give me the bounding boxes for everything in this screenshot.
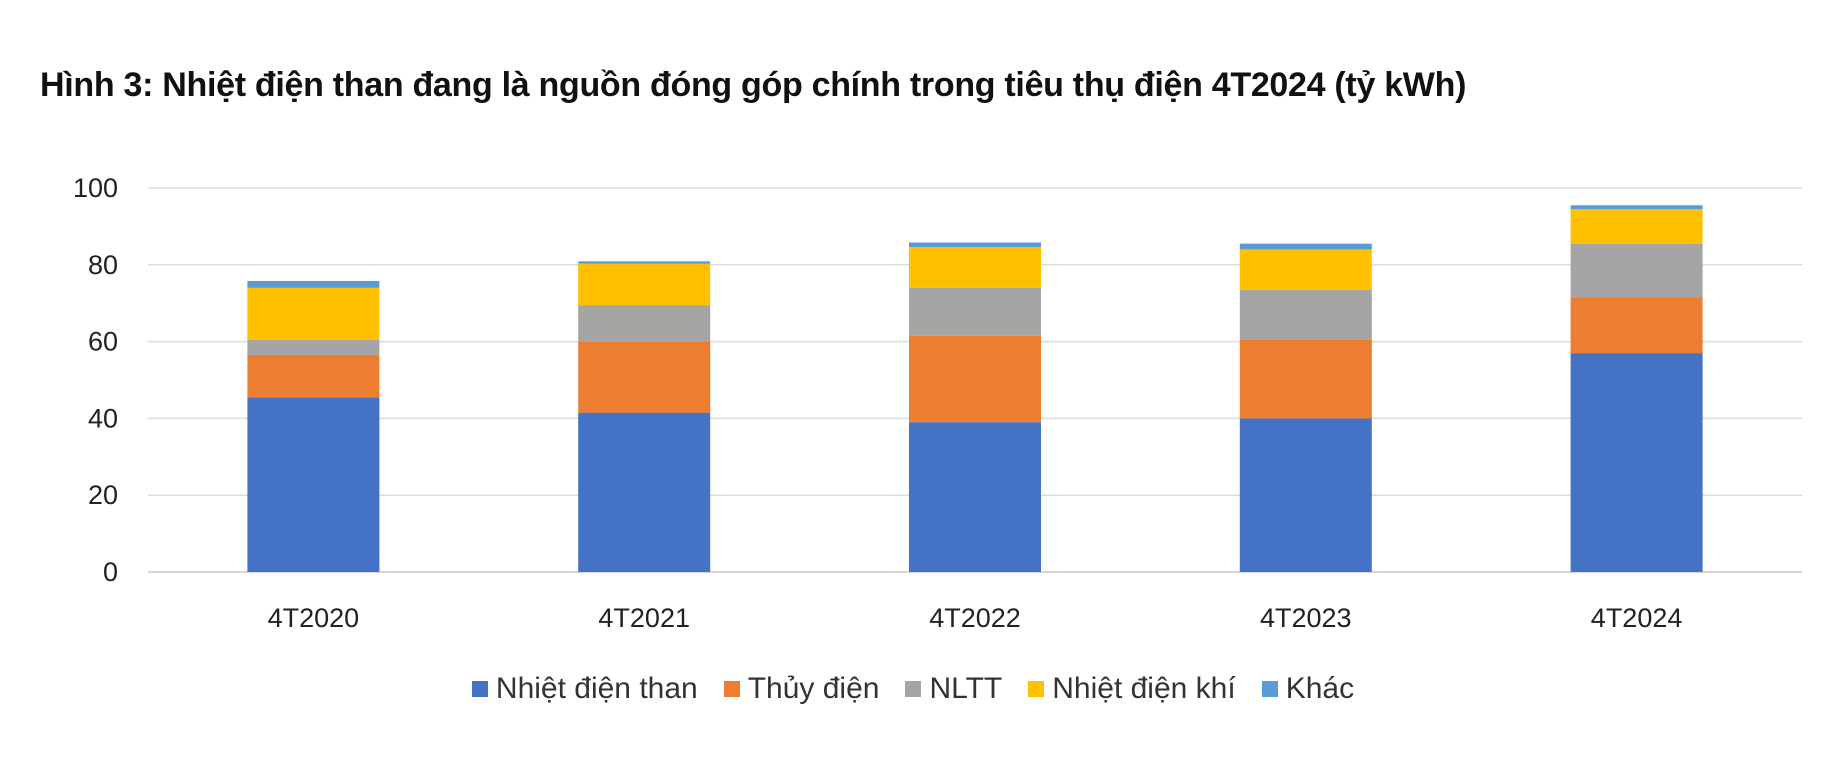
legend-label: Nhiệt điện than <box>495 672 698 705</box>
y-tick-label: 20 <box>88 480 118 510</box>
y-tick-label: 60 <box>88 327 118 357</box>
legend: Nhiệt điện than Thủy điện NLTT Nhiệt điện k… <box>0 672 1826 706</box>
y-tick-label: 0 <box>103 557 118 587</box>
bar-segment <box>578 305 711 342</box>
bar-segment <box>1570 243 1703 298</box>
bar-segment <box>1570 297 1703 354</box>
bar-segment <box>578 261 711 264</box>
bar-segment <box>247 355 380 398</box>
legend-label: Nhiệt điện khí <box>1052 672 1236 705</box>
bar-segment <box>247 287 380 340</box>
bar-segment <box>909 335 1041 423</box>
bar-segment <box>247 397 380 572</box>
chart-title: Hình 3: Nhiệt điện than đang là nguồn đó… <box>40 66 1467 104</box>
bar-segment <box>1570 205 1703 210</box>
legend-item: Thủy điện <box>723 672 880 706</box>
legend-label: Khác <box>1285 672 1355 705</box>
legend-swatch <box>1028 681 1045 697</box>
legend-swatch <box>471 681 488 697</box>
x-tick-label: 4T2021 <box>598 603 690 633</box>
bar-segment <box>909 287 1041 336</box>
bar-segment <box>578 412 711 572</box>
bar-segment <box>1239 249 1372 290</box>
bar-segment <box>578 263 711 306</box>
x-tick-label: 4T2022 <box>929 603 1021 633</box>
x-tick-label: 4T2024 <box>1591 603 1683 633</box>
bar-segment <box>247 339 380 356</box>
x-tick-label: 4T2023 <box>1260 603 1352 633</box>
y-tick-label: 100 <box>73 173 118 203</box>
bar-segment <box>1239 339 1372 419</box>
legend-swatch <box>905 681 922 697</box>
bar-segment <box>909 247 1041 288</box>
legend-swatch <box>723 681 740 697</box>
legend-item: Khác <box>1261 672 1355 706</box>
legend-label: NLTT <box>929 672 1003 705</box>
bar-segment <box>1239 289 1372 340</box>
legend-item: Nhiệt điện than <box>471 672 698 706</box>
bar-segment <box>1570 209 1703 244</box>
legend-swatch <box>1261 681 1278 697</box>
bars <box>247 205 1703 572</box>
bar-segment <box>909 242 1041 248</box>
x-axis-ticks: 4T2020 4T2021 4T2022 4T2023 4T2024 <box>268 603 1683 633</box>
bar-segment <box>578 341 711 413</box>
x-tick-label: 4T2020 <box>268 603 360 633</box>
y-tick-label: 40 <box>88 403 118 433</box>
legend-item: Nhiệt điện khí <box>1028 672 1236 706</box>
legend-item: NLTT <box>905 672 1002 706</box>
bar-segment <box>909 422 1041 572</box>
bar-segment <box>247 280 380 288</box>
bar-segment <box>1239 418 1372 572</box>
legend-label: Thủy điện <box>747 672 880 705</box>
bar-segment <box>1239 243 1372 250</box>
y-axis-ticks: 0 20 40 60 80 100 <box>73 173 118 587</box>
bar-segment <box>1570 353 1703 572</box>
y-tick-label: 80 <box>88 250 118 280</box>
